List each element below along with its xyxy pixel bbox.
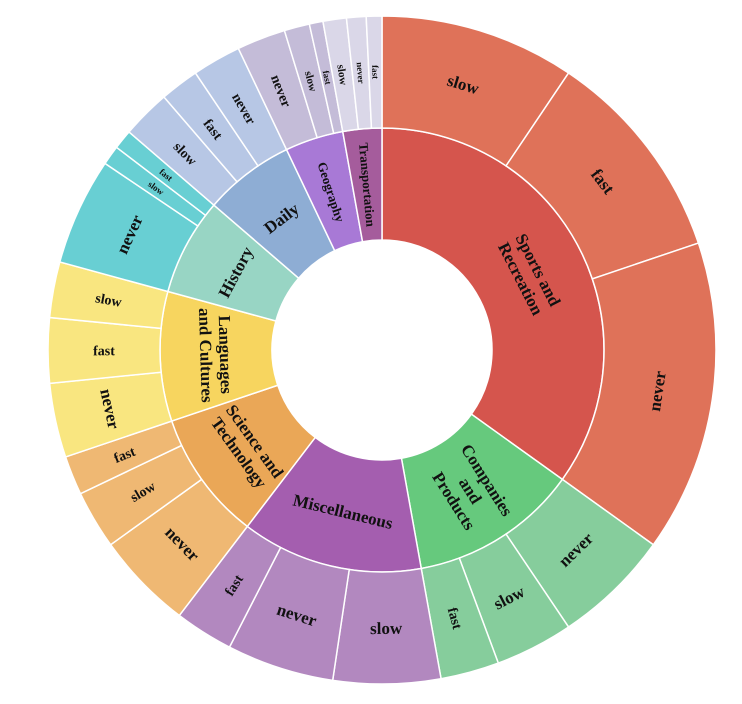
category-label-transportation: Transportation [356, 142, 378, 228]
sub-label-miscellaneous-slow: slow [370, 619, 403, 638]
category-label-languages-and-cultures: Languagesand Cultures [195, 307, 236, 403]
sub-label-geography-fast: fast [321, 70, 334, 86]
sub-label-languages-and-cultures-slow: slow [94, 291, 124, 311]
sub-arc-transportation-fast [365, 15, 383, 130]
sub-label-transportation-fast: fast [370, 65, 380, 79]
sub-label-languages-and-cultures-fast: fast [93, 344, 115, 359]
sub-label-companies-and-products-fast: fast [444, 606, 464, 631]
sub-label-transportation-slow: slow [334, 64, 349, 86]
sub-label-geography-slow: slow [302, 70, 319, 93]
sub-label-transportation-never: never [355, 62, 367, 84]
